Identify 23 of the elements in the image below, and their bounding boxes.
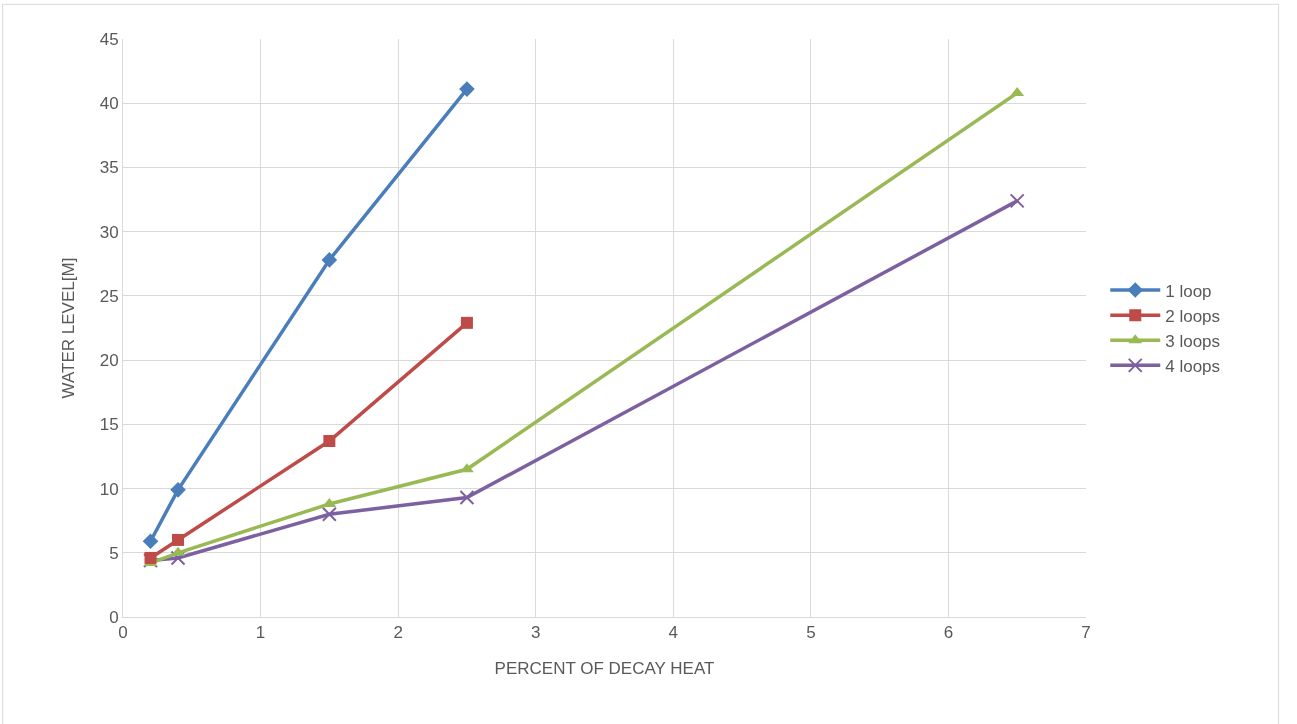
y-tick-label: 10 [99, 479, 119, 499]
x-tick-label: 5 [806, 623, 816, 643]
y-tick-label: 30 [99, 222, 119, 242]
y-tick-label: 20 [99, 351, 119, 371]
y-tick-label: 45 [99, 29, 119, 49]
legend-label: 4 loops [1165, 356, 1221, 376]
y-tick-label: 5 [109, 543, 119, 563]
x-tick-label: 2 [393, 623, 403, 643]
y-tick-label: 25 [99, 286, 119, 306]
x-axis-title: PERCENT OF DECAY HEAT [494, 658, 715, 678]
x-tick-label: 3 [530, 623, 541, 643]
y-tick-label: 40 [99, 94, 119, 114]
y-axis-title: WATER LEVEL[M] [59, 257, 79, 399]
legend-label: 3 loops [1165, 331, 1221, 351]
x-tick-label: 7 [1081, 623, 1091, 643]
x-tick-label: 6 [943, 623, 954, 643]
y-tick-label: 0 [109, 607, 119, 627]
x-tick-label: 4 [668, 623, 679, 643]
x-tick-label: 1 [255, 623, 266, 643]
y-tick-label: 35 [99, 158, 119, 178]
legend-label: 2 loops [1165, 306, 1221, 326]
y-tick-label: 15 [99, 415, 119, 435]
legend-label: 1 loop [1165, 281, 1212, 301]
